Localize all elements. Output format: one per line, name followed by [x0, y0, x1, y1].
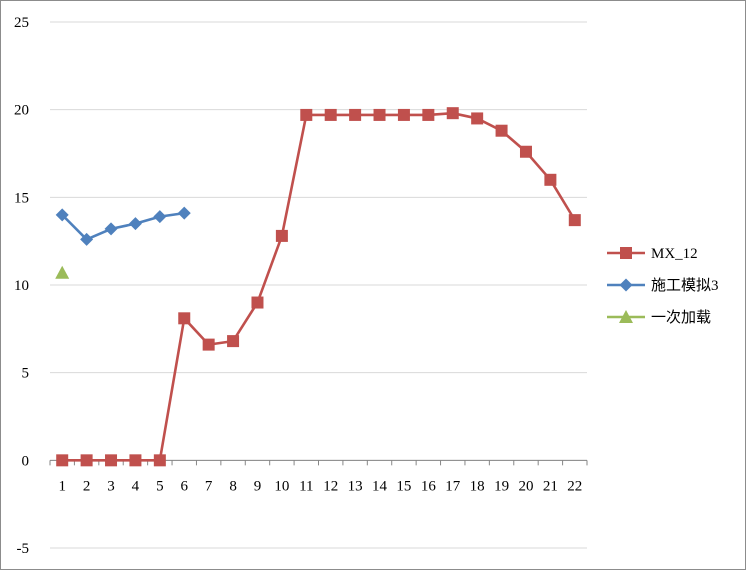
- data-point: [153, 454, 166, 467]
- data-point: [519, 145, 532, 158]
- data-point: [397, 108, 410, 121]
- x-tick-label: 7: [205, 478, 213, 494]
- x-tick-label: 2: [83, 478, 91, 494]
- y-axis-ticks: -5 0 5 10 15 20 25: [14, 15, 29, 557]
- y-tick-label: 25: [14, 15, 29, 31]
- data-point: [178, 312, 191, 325]
- x-tick-label: 20: [518, 478, 533, 494]
- series-diamond: [55, 206, 191, 246]
- data-point: [80, 232, 94, 246]
- data-point: [349, 108, 362, 121]
- data-point: [324, 108, 337, 121]
- x-tick-label: 17: [445, 478, 461, 494]
- legend-marker: [619, 278, 633, 292]
- data-point: [177, 206, 191, 220]
- data-point: [446, 107, 459, 120]
- data-point: [227, 335, 240, 348]
- legend: MX_12 施工模拟3 一次加载: [607, 246, 719, 326]
- x-tick-label: 16: [421, 478, 437, 494]
- x-tick-label: 8: [229, 478, 237, 494]
- x-tick-label: 1: [58, 478, 66, 494]
- data-point: [300, 108, 313, 121]
- x-axis-ticks: 1 2 3 4 5 6 7 8 9 10 11 12 13 14 15 16 17 18 19 20 21 22: [58, 478, 582, 494]
- data-point: [495, 124, 508, 137]
- x-tick-label: 12: [323, 478, 338, 494]
- data-point: [422, 108, 435, 121]
- series-layer: [55, 107, 581, 467]
- data-point: [202, 338, 215, 351]
- legend-marker: [619, 310, 633, 323]
- y-tick-label: 20: [14, 103, 29, 119]
- x-tick-label: 22: [567, 478, 582, 494]
- series-triangle: [55, 265, 70, 279]
- y-tick-label: 10: [14, 278, 29, 294]
- legend-item: MX_12: [607, 246, 698, 262]
- data-point: [105, 454, 118, 467]
- data-point: [104, 222, 118, 236]
- data-point: [471, 112, 484, 125]
- x-tick-label: 14: [372, 478, 388, 494]
- x-tick-label: 15: [396, 478, 411, 494]
- x-tick-label: 3: [107, 478, 115, 494]
- data-point: [55, 265, 70, 279]
- legend-marker: [620, 247, 632, 259]
- legend-label: MX_12: [651, 246, 698, 262]
- data-point: [251, 296, 264, 309]
- data-point: [80, 454, 93, 467]
- x-tick-label: 11: [299, 478, 313, 494]
- x-tick-label: 13: [348, 478, 363, 494]
- data-point: [153, 210, 167, 224]
- data-point: [56, 454, 69, 467]
- y-tick-label: 0: [22, 453, 30, 469]
- x-tick-label: 19: [494, 478, 509, 494]
- series-line: [61, 211, 185, 241]
- data-point: [129, 454, 142, 467]
- series-line: [62, 111, 576, 462]
- series-square: [56, 107, 581, 467]
- legend-item: 施工模拟3: [607, 277, 719, 294]
- data-point: [55, 208, 69, 222]
- x-tick-label: 10: [274, 478, 289, 494]
- gridlines: [50, 21, 587, 549]
- data-point: [373, 108, 386, 121]
- y-tick-label: 15: [14, 190, 29, 206]
- legend-item: 一次加载: [607, 309, 711, 326]
- legend-label: 施工模拟3: [651, 277, 719, 294]
- data-point: [544, 173, 557, 186]
- x-tick-label: 18: [470, 478, 485, 494]
- data-point: [275, 229, 288, 242]
- x-tick-label: 21: [543, 478, 558, 494]
- x-tick-label: 5: [156, 478, 164, 494]
- x-tick-label: 6: [181, 478, 189, 494]
- data-point: [568, 214, 581, 227]
- x-tick-label: 9: [254, 478, 262, 494]
- y-tick-label: 5: [22, 366, 30, 382]
- legend-label: 一次加载: [651, 309, 711, 326]
- y-tick-label: -5: [17, 541, 30, 557]
- data-point: [128, 217, 142, 231]
- x-tick-label: 4: [132, 478, 140, 494]
